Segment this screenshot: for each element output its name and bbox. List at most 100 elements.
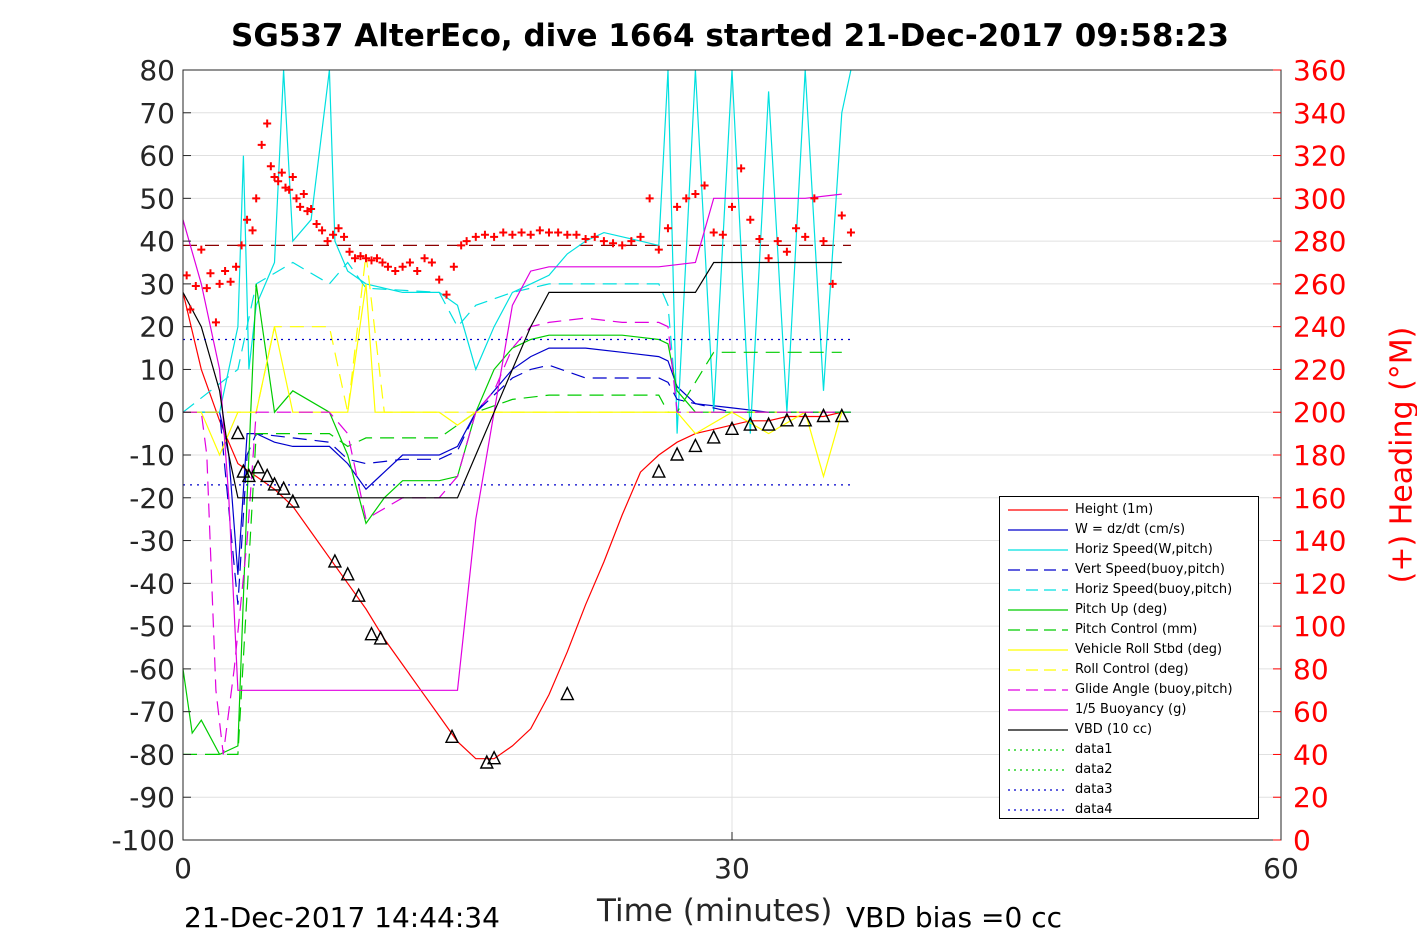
legend-swatch <box>1008 509 1068 511</box>
y2-tick-label: 140 <box>1293 525 1346 558</box>
y-tick-label: -10 <box>129 439 175 472</box>
triangle-marker <box>688 437 703 453</box>
legend-item: Roll Control (deg) <box>1000 660 1258 680</box>
heading-point <box>673 202 682 211</box>
y2-tick-label: 280 <box>1293 225 1346 258</box>
heading-point <box>442 290 451 299</box>
triangle-marker <box>651 463 666 478</box>
heading-point <box>398 262 407 271</box>
y2-tick-label: 360 <box>1293 54 1346 87</box>
y2-axis-label: (+) Heading (°M) <box>1384 326 1417 584</box>
heading-point <box>572 230 581 239</box>
legend-swatch <box>1008 709 1068 711</box>
series-line-11 <box>182 261 842 499</box>
heading-point <box>285 185 294 194</box>
heading-point <box>427 258 436 267</box>
chart-title: SG537 AlterEco, dive 1664 started 21-Dec… <box>231 18 1229 54</box>
heading-point <box>351 254 360 263</box>
heading-point <box>782 247 791 256</box>
y2-tick-label: 20 <box>1293 781 1329 814</box>
series-line-7 <box>183 283 843 479</box>
series-line-8 <box>183 253 842 413</box>
y2-tick-label: 220 <box>1293 353 1346 386</box>
y-tick-label: 30 <box>139 268 175 301</box>
heading-point <box>372 254 381 263</box>
triangle-marker <box>241 467 257 483</box>
y2-tick-label: 240 <box>1293 311 1346 344</box>
footer-timestamp: 21-Dec-2017 14:44:34 <box>184 901 500 934</box>
heading-point <box>435 275 444 284</box>
heading-point <box>288 172 297 181</box>
legend-swatch <box>1008 729 1068 731</box>
legend-label: data1 <box>1075 742 1113 757</box>
triangle-marker <box>373 630 388 645</box>
legend-label: Height (1m) <box>1075 502 1154 517</box>
y2-tick-label: 80 <box>1293 653 1329 686</box>
heading-point <box>243 215 252 224</box>
legend-swatch <box>1008 669 1068 671</box>
legend-swatch <box>1008 649 1068 651</box>
heading-point <box>526 230 535 239</box>
heading-point <box>746 215 755 224</box>
grid-lines <box>183 70 1281 840</box>
y2-tick-label: 60 <box>1293 696 1329 729</box>
legend-label: data3 <box>1075 782 1113 797</box>
heading-point <box>186 305 195 314</box>
triangle-marker <box>724 420 740 436</box>
y-tick-label: -50 <box>129 610 175 643</box>
series-line-0 <box>182 292 842 760</box>
heading-point <box>636 232 645 241</box>
y2-tick-label: 180 <box>1293 439 1346 472</box>
legend-label: Vehicle Roll Stbd (deg) <box>1075 642 1223 657</box>
legend-item: Horiz Speed(buoy,pitch) <box>1000 580 1258 600</box>
heading-point <box>215 279 224 288</box>
y-tick-label: -30 <box>129 525 175 558</box>
triangle-marker <box>340 566 355 581</box>
heading-point <box>801 232 810 241</box>
triangle-marker <box>444 728 460 744</box>
heading-point <box>232 262 241 271</box>
series-line-10 <box>182 193 842 691</box>
heading-point <box>590 232 599 241</box>
heading-point <box>554 228 563 237</box>
legend-item: Vehicle Roll Stbd (deg) <box>1000 640 1258 660</box>
heading-point <box>191 282 200 291</box>
legend-label: 1/5 Buoyancy (g) <box>1075 702 1187 717</box>
x-tick-label: 60 <box>1263 852 1299 885</box>
triangle-marker <box>276 480 291 495</box>
heading-point <box>471 232 480 241</box>
footer-vbd-bias: VBD bias =0 cc <box>846 901 1062 934</box>
series-line-9 <box>183 317 842 755</box>
heading-point <box>202 284 211 293</box>
heading-point <box>345 247 354 256</box>
heading-point <box>618 241 627 250</box>
y2-tick-label: 260 <box>1293 268 1346 301</box>
heading-point <box>737 164 746 173</box>
heading-point <box>508 230 517 239</box>
heading-point <box>755 234 764 243</box>
legend-swatch <box>1008 629 1068 631</box>
heading-point <box>682 194 691 203</box>
y-tick-label: -90 <box>129 781 175 814</box>
legend-item: Vert Speed(buoy,pitch) <box>1000 560 1258 580</box>
y-tick-label: 0 <box>157 396 175 429</box>
triangle-marker <box>798 412 813 427</box>
heading-point <box>226 277 235 286</box>
legend-swatch <box>1008 809 1068 811</box>
heading-point <box>517 228 526 237</box>
heading-point <box>728 202 736 211</box>
triangle-marker <box>706 429 721 444</box>
heading-point <box>270 172 279 181</box>
legend-item: data3 <box>1000 780 1258 800</box>
y-tick-label: 20 <box>139 311 175 344</box>
heading-point <box>764 254 773 263</box>
heading-point <box>211 318 220 327</box>
legend-label: Horiz Speed(buoy,pitch) <box>1075 582 1233 597</box>
legend-item: data1 <box>1000 740 1258 760</box>
heading-point <box>378 258 387 267</box>
heading-point <box>356 252 365 261</box>
heading-point <box>237 241 246 250</box>
legend-item: VBD (10 cc) <box>1000 720 1258 740</box>
heading-point <box>391 267 400 276</box>
triangle-marker <box>816 407 831 423</box>
